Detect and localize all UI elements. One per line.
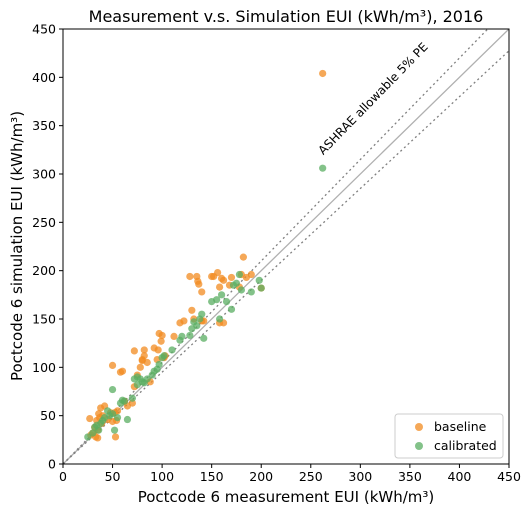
y-tick-label: 100	[32, 360, 56, 375]
legend-label-calibrated: calibrated	[434, 438, 497, 453]
point-baseline	[137, 364, 144, 371]
point-calibrated	[124, 416, 131, 423]
point-baseline	[170, 333, 177, 340]
point-calibrated	[121, 398, 128, 405]
point-calibrated	[198, 311, 205, 318]
point-calibrated	[168, 346, 175, 353]
point-calibrated	[248, 288, 255, 295]
point-calibrated	[256, 277, 263, 284]
point-calibrated	[186, 332, 193, 339]
legend-label-baseline: baseline	[434, 419, 487, 434]
legend-marker-baseline	[415, 423, 423, 431]
point-calibrated	[193, 322, 200, 329]
point-baseline	[195, 281, 202, 288]
point-baseline	[188, 307, 195, 314]
chart-title: Measurement v.s. Simulation EUI (kWh/m³)…	[89, 7, 484, 26]
legend-marker-calibrated	[415, 442, 423, 450]
x-tick-label: 250	[299, 469, 323, 484]
x-tick-label: 150	[200, 469, 224, 484]
point-calibrated	[114, 414, 121, 421]
point-calibrated	[233, 280, 240, 287]
point-baseline	[198, 288, 205, 295]
point-baseline	[159, 332, 166, 339]
y-tick-label: 0	[48, 457, 56, 472]
legend: baseline calibrated	[395, 414, 503, 458]
y-tick-label: 450	[32, 22, 56, 37]
point-calibrated	[258, 284, 265, 291]
point-baseline	[112, 433, 119, 440]
point-baseline	[228, 274, 235, 281]
point-calibrated	[160, 352, 167, 359]
point-baseline	[155, 346, 162, 353]
point-baseline	[109, 362, 116, 369]
y-tick-label: 400	[32, 70, 56, 85]
y-tick-label: 300	[32, 167, 56, 182]
x-tick-label: 450	[497, 469, 521, 484]
point-calibrated	[129, 395, 136, 402]
point-calibrated	[200, 335, 207, 342]
point-baseline	[141, 346, 148, 353]
x-tick-label: 400	[448, 469, 472, 484]
y-tick-label: 250	[32, 215, 56, 230]
point-calibrated	[216, 315, 223, 322]
point-baseline	[220, 277, 227, 284]
point-baseline	[186, 273, 193, 280]
x-tick-label: 100	[150, 469, 174, 484]
x-axis-label: Poctcode 6 measurement EUI (kWh/m³)	[138, 488, 435, 506]
x-tick-label: 350	[398, 469, 422, 484]
point-baseline	[248, 271, 255, 278]
point-calibrated	[238, 286, 245, 293]
y-tick-label: 350	[32, 118, 56, 133]
point-baseline	[119, 368, 126, 375]
point-baseline	[86, 415, 93, 422]
y-tick-label: 200	[32, 263, 56, 278]
point-calibrated	[218, 291, 225, 298]
point-calibrated	[319, 165, 326, 172]
point-calibrated	[228, 306, 235, 313]
point-baseline	[131, 347, 138, 354]
point-calibrated	[95, 427, 102, 434]
y-tick-label: 150	[32, 312, 56, 327]
point-baseline	[180, 317, 187, 324]
point-baseline	[144, 359, 151, 366]
point-baseline	[240, 254, 247, 261]
y-tick-label: 50	[40, 408, 56, 423]
y-axis-label: Poctcode 6 simulation EUI (kWh/m³)	[8, 111, 26, 381]
point-calibrated	[156, 361, 163, 368]
point-calibrated	[109, 386, 116, 393]
point-calibrated	[111, 427, 118, 434]
point-calibrated	[223, 298, 230, 305]
point-calibrated	[178, 333, 185, 340]
x-tick-label: 50	[105, 469, 121, 484]
point-baseline	[319, 70, 326, 77]
x-tick-label: 300	[348, 469, 372, 484]
x-tick-label: 200	[249, 469, 273, 484]
point-calibrated	[236, 271, 243, 278]
x-tick-label: 0	[59, 469, 67, 484]
point-baseline	[216, 284, 223, 291]
